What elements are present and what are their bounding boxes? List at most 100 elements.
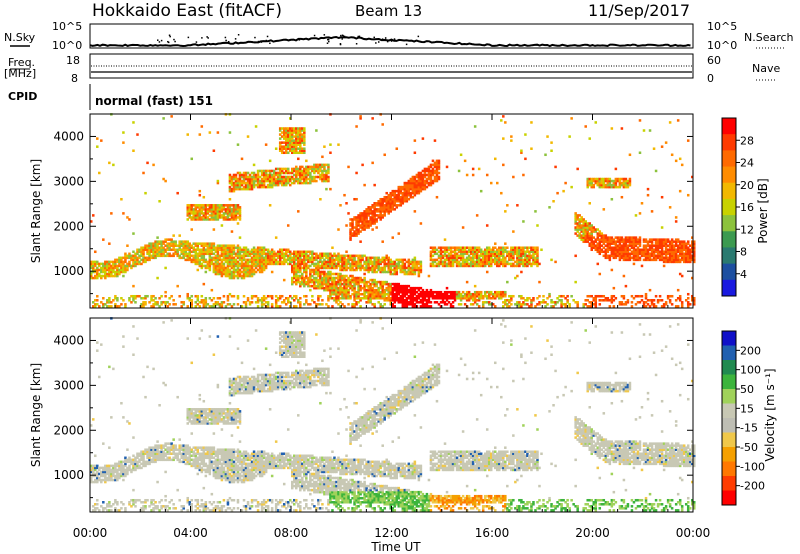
power-cell (343, 282, 346, 286)
power-cell (232, 246, 236, 249)
power-cell (122, 264, 125, 268)
power-cell (638, 236, 642, 239)
power-cell (238, 183, 242, 187)
power-cell (266, 177, 270, 181)
power-cell (387, 286, 390, 290)
power-cell (483, 250, 487, 254)
power-cell (321, 284, 324, 288)
power-cell (357, 228, 360, 231)
power-cell (280, 135, 284, 138)
power-cell (598, 240, 602, 243)
power-cell (325, 173, 328, 177)
power-cell (624, 258, 628, 262)
power-cell (166, 238, 169, 241)
power-cell (250, 294, 254, 298)
power-cell (242, 185, 246, 189)
power-cell (610, 242, 614, 245)
power-cell (357, 282, 360, 286)
power-cell (487, 246, 491, 249)
power-cell (554, 303, 557, 306)
power-cell (556, 296, 559, 300)
power-cell (560, 299, 563, 302)
power-cell (411, 299, 415, 302)
power-cell (361, 286, 364, 290)
power-cell (349, 274, 352, 278)
power-cell (650, 248, 654, 252)
power-cell (142, 260, 145, 264)
power-cell (375, 220, 378, 223)
power-cell (333, 278, 336, 282)
power-cell (640, 299, 644, 302)
power-cell (252, 260, 256, 264)
power-cell (140, 305, 143, 308)
power-cell (130, 266, 133, 270)
power-cell (564, 305, 567, 308)
power-cell (278, 133, 282, 136)
power-cell (218, 264, 222, 268)
power-cell (445, 248, 449, 252)
nsky-point (254, 36, 256, 39)
power-cell (407, 272, 411, 276)
power-cell (614, 248, 618, 252)
power-cell (349, 264, 352, 268)
power-cell (236, 296, 240, 300)
power-cell (385, 286, 388, 290)
power-cell (500, 248, 503, 252)
power-cell (188, 242, 191, 245)
power-cell (606, 238, 610, 241)
power-cell (194, 210, 198, 213)
power-cell (180, 301, 183, 304)
power-cell (291, 149, 294, 152)
power-cell (307, 173, 310, 177)
power-cell (646, 193, 650, 197)
power-cell (274, 301, 278, 304)
power-cell (383, 199, 386, 203)
power-cell (238, 258, 242, 262)
power-cell (276, 175, 280, 179)
power-cell (276, 299, 280, 302)
power-cell (246, 266, 250, 270)
power-cell (108, 262, 111, 266)
power-cell (496, 290, 499, 294)
power-cell (162, 117, 165, 120)
power-cell (246, 177, 250, 181)
power-cell (425, 299, 429, 302)
power-cell (188, 208, 191, 211)
power-cell (405, 185, 409, 189)
power-cell (130, 264, 133, 268)
power-cell (415, 290, 419, 294)
power-cell (297, 280, 300, 284)
power-cell (626, 252, 630, 256)
power-cell (437, 163, 441, 167)
power-cell (313, 175, 316, 179)
power-cell (459, 264, 463, 268)
power-cell (496, 248, 499, 252)
power-cell (140, 252, 143, 256)
power-cell (367, 264, 370, 268)
power-cell (594, 248, 598, 252)
power-cell (208, 254, 212, 258)
power-cell (363, 210, 366, 213)
power-cell (522, 301, 525, 304)
power-cell (228, 258, 232, 262)
power-cell (224, 212, 228, 215)
power-cell (584, 299, 587, 302)
power-cell (266, 179, 270, 183)
power-cell (590, 177, 593, 181)
power-cell (286, 177, 290, 181)
power-cell (361, 226, 364, 229)
power-cell (228, 208, 232, 211)
power-cell (284, 181, 288, 185)
power-cell (196, 268, 200, 272)
power-cell (325, 274, 328, 278)
power-cell (311, 278, 314, 282)
power-cell (652, 256, 656, 260)
power-cell (385, 191, 388, 195)
power-cell (198, 212, 202, 215)
power-cell (582, 232, 585, 235)
freq-panel: Freq. [MHz] 18 8 60 0 Nave (4, 53, 780, 85)
power-cell (280, 179, 284, 183)
power-cell (335, 276, 338, 280)
power-cell (556, 191, 559, 195)
power-cell (299, 256, 302, 260)
